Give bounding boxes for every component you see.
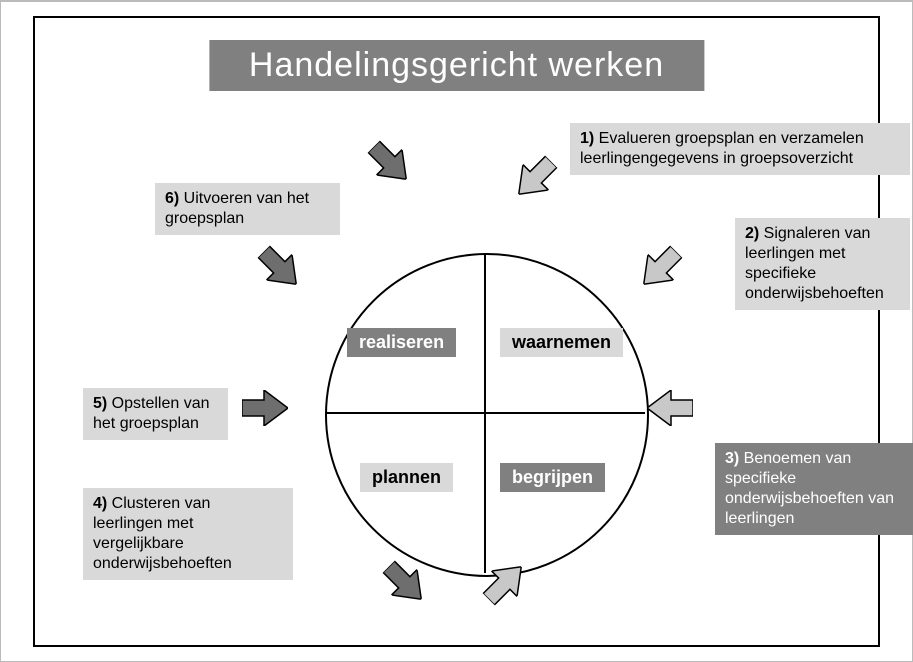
quadrant-waarnemen: waarnemen	[500, 328, 623, 357]
arrow-2	[631, 239, 689, 297]
arrow-8	[361, 134, 419, 192]
arrow-6	[242, 390, 288, 426]
quadrant-plannen: plannen	[360, 463, 453, 492]
cap-1: 1) Evalueren groepsplan en verzamelen le…	[570, 123, 910, 175]
cycle-circle	[325, 253, 649, 577]
cap-5: 5) Opstellen van het groepsplan	[83, 388, 228, 440]
arrow-1	[506, 149, 564, 207]
arrow-7	[251, 239, 309, 297]
quadrant-begrijpen: begrijpen	[500, 463, 605, 492]
cap-4: 4) Clusteren van leerlingen met vergelij…	[83, 488, 293, 580]
inner-frame: Handelingsgericht werken realiseren waarn…	[33, 16, 880, 647]
quadrant-realiseren: realiseren	[347, 328, 456, 357]
title-banner: Handelingsgericht werken	[209, 40, 704, 91]
arrow-3	[647, 390, 693, 426]
cap-6: 6) Uitvoeren van het groepsplan	[155, 183, 340, 235]
page-frame: Handelingsgericht werken realiseren waarn…	[0, 0, 913, 662]
circle-vertical-divider	[484, 253, 486, 573]
cap-3: 3) Benoemen van specifieke onderwijsbeho…	[715, 443, 913, 535]
cap-2: 2) Signaleren van leerlingen met specifi…	[735, 218, 910, 310]
